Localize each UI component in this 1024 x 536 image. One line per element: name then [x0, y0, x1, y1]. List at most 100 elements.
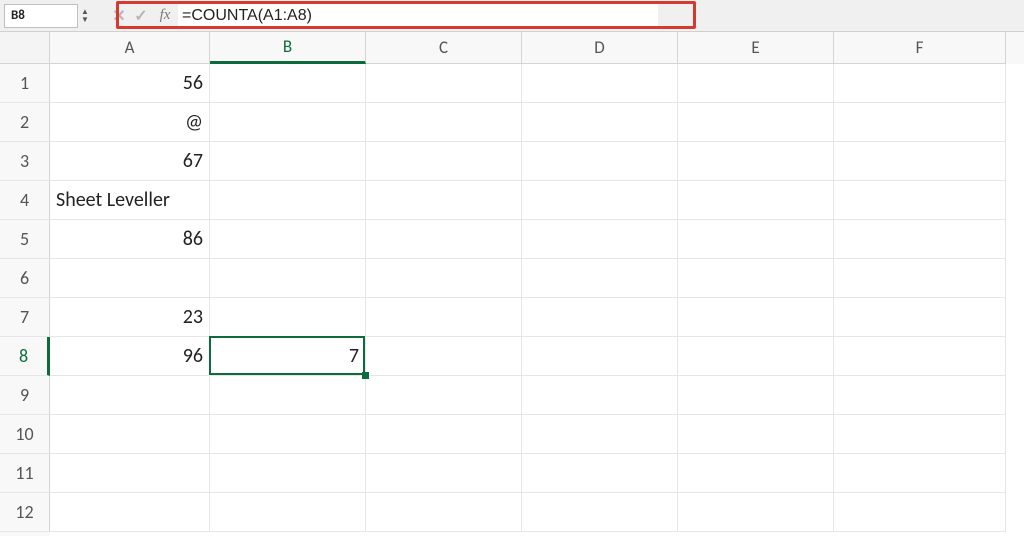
cell-D11[interactable] — [522, 454, 678, 493]
cell-B4[interactable] — [210, 181, 366, 220]
cell-E11[interactable] — [678, 454, 834, 493]
cell-A12[interactable] — [50, 493, 210, 532]
cell-D1[interactable] — [522, 64, 678, 103]
cell-D7[interactable] — [522, 298, 678, 337]
cell-B7[interactable] — [210, 298, 366, 337]
cell-D4[interactable] — [522, 181, 678, 220]
cell-D10[interactable] — [522, 415, 678, 454]
cell-C8[interactable] — [366, 337, 522, 376]
cancel-formula-icon[interactable]: ✕ — [108, 4, 130, 28]
cell-D12[interactable] — [522, 493, 678, 532]
cell-E7[interactable] — [678, 298, 834, 337]
column-header-F[interactable]: F — [834, 32, 1006, 64]
cell-A6[interactable] — [50, 259, 210, 298]
cell-A4[interactable]: Sheet Leveller — [50, 181, 210, 220]
column-header-D[interactable]: D — [522, 32, 678, 64]
cell-C6[interactable] — [366, 259, 522, 298]
stepper-down-icon[interactable]: ▼ — [81, 16, 89, 24]
cell-F1[interactable] — [834, 64, 1006, 103]
accept-formula-icon[interactable]: ✓ — [130, 4, 152, 28]
cell-D5[interactable] — [522, 220, 678, 259]
cell-F12[interactable] — [834, 493, 1006, 532]
cell-A9[interactable] — [50, 376, 210, 415]
cell-D3[interactable] — [522, 142, 678, 181]
name-box[interactable]: B8 — [4, 4, 78, 28]
cell-F4[interactable] — [834, 181, 1006, 220]
row-header-2[interactable]: 2 — [0, 103, 50, 142]
fx-icon[interactable]: fx — [152, 7, 178, 24]
cell-F9[interactable] — [834, 376, 1006, 415]
formula-input[interactable] — [178, 4, 658, 28]
cell-F11[interactable] — [834, 454, 1006, 493]
cell-C11[interactable] — [366, 454, 522, 493]
row-header-4[interactable]: 4 — [0, 181, 50, 220]
cell-C5[interactable] — [366, 220, 522, 259]
cell-E5[interactable] — [678, 220, 834, 259]
cell-C10[interactable] — [366, 415, 522, 454]
cell-F6[interactable] — [834, 259, 1006, 298]
cell-D9[interactable] — [522, 376, 678, 415]
row-header-10[interactable]: 10 — [0, 415, 50, 454]
row-header-5[interactable]: 5 — [0, 220, 50, 259]
cell-E2[interactable] — [678, 103, 834, 142]
row-header-1[interactable]: 1 — [0, 64, 50, 103]
cell-A7[interactable]: 23 — [50, 298, 210, 337]
column-header-A[interactable]: A — [50, 32, 210, 64]
cell-F10[interactable] — [834, 415, 1006, 454]
cell-B10[interactable] — [210, 415, 366, 454]
cell-F8[interactable] — [834, 337, 1006, 376]
cell-F2[interactable] — [834, 103, 1006, 142]
column-header-B[interactable]: B — [210, 32, 366, 64]
cell-B9[interactable] — [210, 376, 366, 415]
row-header-3[interactable]: 3 — [0, 142, 50, 181]
cell-C1[interactable] — [366, 64, 522, 103]
cell-D8[interactable] — [522, 337, 678, 376]
cell-B8[interactable]: 7 — [210, 337, 366, 376]
cell-C2[interactable] — [366, 103, 522, 142]
row-header-12[interactable]: 12 — [0, 493, 50, 532]
cell-C7[interactable] — [366, 298, 522, 337]
cells-area[interactable]: 56@67Sheet Leveller86 23967 — [50, 64, 1024, 536]
cell-A8[interactable]: 96 — [50, 337, 210, 376]
column-header-E[interactable]: E — [678, 32, 834, 64]
column-header-C[interactable]: C — [366, 32, 522, 64]
cell-E6[interactable] — [678, 259, 834, 298]
cell-B1[interactable] — [210, 64, 366, 103]
cell-F7[interactable] — [834, 298, 1006, 337]
cell-E9[interactable] — [678, 376, 834, 415]
row-header-7[interactable]: 7 — [0, 298, 50, 337]
cell-E12[interactable] — [678, 493, 834, 532]
cell-C12[interactable] — [366, 493, 522, 532]
row-header-11[interactable]: 11 — [0, 454, 50, 493]
cell-A3[interactable]: 67 — [50, 142, 210, 181]
select-all-corner[interactable] — [0, 32, 50, 64]
cell-A10[interactable] — [50, 415, 210, 454]
cell-B12[interactable] — [210, 493, 366, 532]
cell-B5[interactable] — [210, 220, 366, 259]
fill-handle[interactable] — [362, 372, 369, 379]
row-header-8[interactable]: 8 — [0, 337, 50, 376]
cell-A11[interactable] — [50, 454, 210, 493]
cell-E3[interactable] — [678, 142, 834, 181]
cell-E1[interactable] — [678, 64, 834, 103]
cell-A2[interactable]: @ — [50, 103, 210, 142]
cell-F3[interactable] — [834, 142, 1006, 181]
cell-A5[interactable]: 86 — [50, 220, 210, 259]
row-header-9[interactable]: 9 — [0, 376, 50, 415]
cell-D2[interactable] — [522, 103, 678, 142]
cell-F5[interactable] — [834, 220, 1006, 259]
cell-B3[interactable] — [210, 142, 366, 181]
cell-B2[interactable] — [210, 103, 366, 142]
cell-B11[interactable] — [210, 454, 366, 493]
cell-B6[interactable] — [210, 259, 366, 298]
cell-E4[interactable] — [678, 181, 834, 220]
cell-C9[interactable] — [366, 376, 522, 415]
cell-A1[interactable]: 56 — [50, 64, 210, 103]
cell-C3[interactable] — [366, 142, 522, 181]
cell-E8[interactable] — [678, 337, 834, 376]
cell-E10[interactable] — [678, 415, 834, 454]
cell-C4[interactable] — [366, 181, 522, 220]
name-box-stepper[interactable]: ▲ ▼ — [78, 4, 92, 28]
row-header-6[interactable]: 6 — [0, 259, 50, 298]
cell-D6[interactable] — [522, 259, 678, 298]
